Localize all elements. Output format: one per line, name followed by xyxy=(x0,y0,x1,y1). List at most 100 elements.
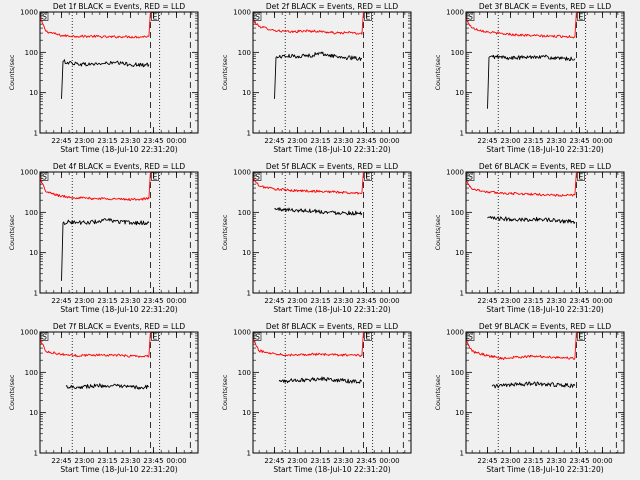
x-tick-label: 23:30 xyxy=(546,137,566,145)
x-tick-label: 23:00 xyxy=(287,297,307,305)
detector-panel: Det 4f BLACK = Events, RED = LLD 1 10 100 10… xyxy=(8,162,199,314)
start-marker: S xyxy=(468,173,473,182)
start-marker-box xyxy=(40,332,49,341)
y-tick-label: 1000 xyxy=(20,169,38,177)
y-tick-label: 10 xyxy=(242,409,251,417)
x-tick-label: 23:45 xyxy=(143,457,163,465)
y-tick-label: 1 xyxy=(460,130,464,138)
x-tick-label: 22:45 xyxy=(51,297,71,305)
end-marker-box xyxy=(577,12,585,21)
end-marker-box xyxy=(364,332,372,341)
x-axis-label: Start Time (18-Jul-10 22:31:20) xyxy=(273,465,390,474)
x-tick-label: 23:30 xyxy=(333,137,353,145)
y-tick-label: 1000 xyxy=(446,9,464,17)
panel-title: Det 8f BLACK = Events, RED = LLD xyxy=(266,322,399,331)
plot-frame xyxy=(465,171,625,294)
x-tick-label: 00:00 xyxy=(379,297,399,305)
x-tick-label: 23:45 xyxy=(356,137,376,145)
y-axis-label: Counts/sec xyxy=(434,54,442,90)
plot-frame xyxy=(39,331,199,454)
x-tick-label: 23:45 xyxy=(569,297,589,305)
detector-panel: Det 8f BLACK = Events, RED = LLD 1 10 100 10… xyxy=(221,322,412,474)
y-tick-label: 100 xyxy=(238,369,251,377)
y-axis-label: Counts/sec xyxy=(434,374,442,410)
y-axis-label: Counts/sec xyxy=(221,214,229,250)
y-tick-label: 100 xyxy=(238,49,251,57)
plot-frame xyxy=(252,11,412,134)
y-tick-label: 1000 xyxy=(20,9,38,17)
start-marker-box xyxy=(40,12,49,21)
end-marker: E xyxy=(153,173,158,182)
x-tick-label: 23:00 xyxy=(74,297,94,305)
x-tick-label: 23:15 xyxy=(523,137,543,145)
y-tick-label: 10 xyxy=(29,409,38,417)
y-tick-label: 1 xyxy=(34,130,38,138)
x-axis-label: Start Time (18-Jul-10 22:31:20) xyxy=(486,305,603,314)
panel-title: Det 9f BLACK = Events, RED = LLD xyxy=(479,322,612,331)
end-marker: E xyxy=(366,13,371,22)
y-tick-label: 100 xyxy=(25,209,38,217)
start-marker: S xyxy=(42,333,47,342)
end-marker-box xyxy=(151,12,159,21)
detector-panel: Det 6f BLACK = Events, RED = LLD 1 10 100 10… xyxy=(434,162,625,314)
detector-panel: Det 9f BLACK = Events, RED = LLD 1 10 100 10… xyxy=(434,322,625,474)
y-tick-label: 1 xyxy=(460,290,464,298)
end-marker: E xyxy=(579,173,584,182)
y-axis-label: Counts/sec xyxy=(8,214,16,250)
x-tick-label: 00:00 xyxy=(166,137,186,145)
detector-panel: Det 5f BLACK = Events, RED = LLD 1 10 100 10… xyxy=(221,162,412,314)
y-tick-label: 1 xyxy=(247,450,251,458)
y-tick-label: 100 xyxy=(451,49,464,57)
x-tick-label: 00:00 xyxy=(379,457,399,465)
x-tick-label: 23:30 xyxy=(546,297,566,305)
y-axis-label: Counts/sec xyxy=(221,54,229,90)
lld-series-line xyxy=(252,11,364,35)
x-tick-label: 00:00 xyxy=(166,297,186,305)
x-tick-label: 00:00 xyxy=(592,457,612,465)
x-tick-label: 00:00 xyxy=(379,137,399,145)
start-marker-box xyxy=(253,12,262,21)
y-tick-label: 10 xyxy=(455,249,464,257)
x-tick-label: 23:45 xyxy=(356,297,376,305)
x-tick-label: 00:00 xyxy=(166,457,186,465)
x-tick-label: 00:00 xyxy=(592,137,612,145)
y-tick-label: 100 xyxy=(25,369,38,377)
plot-frame xyxy=(465,331,625,454)
y-tick-label: 1 xyxy=(247,290,251,298)
y-tick-label: 1000 xyxy=(233,9,251,17)
start-marker-box xyxy=(466,332,475,341)
y-tick-label: 100 xyxy=(238,209,251,217)
y-tick-label: 1 xyxy=(247,130,251,138)
x-axis-label: Start Time (18-Jul-10 22:31:20) xyxy=(60,305,177,314)
panel-title: Det 1f BLACK = Events, RED = LLD xyxy=(53,2,186,11)
x-tick-label: 22:45 xyxy=(477,297,497,305)
x-tick-label: 23:30 xyxy=(120,137,140,145)
x-tick-label: 23:00 xyxy=(74,457,94,465)
events-series-line xyxy=(274,207,363,216)
x-tick-label: 22:45 xyxy=(477,137,497,145)
y-tick-label: 10 xyxy=(242,89,251,97)
x-tick-label: 23:15 xyxy=(310,457,330,465)
y-tick-label: 1 xyxy=(34,290,38,298)
end-marker: E xyxy=(579,13,584,22)
panel-title: Det 3f BLACK = Events, RED = LLD xyxy=(479,2,612,11)
x-tick-label: 23:30 xyxy=(546,457,566,465)
end-marker-box xyxy=(577,172,585,181)
lld-series-line xyxy=(465,171,577,197)
x-tick-label: 00:00 xyxy=(592,297,612,305)
x-tick-label: 22:45 xyxy=(264,457,284,465)
detector-panel: Det 3f BLACK = Events, RED = LLD 1 10 100 10… xyxy=(434,2,625,154)
x-tick-label: 23:15 xyxy=(97,457,117,465)
start-marker-box xyxy=(253,172,262,181)
x-tick-label: 23:15 xyxy=(310,137,330,145)
panel-title: Det 6f BLACK = Events, RED = LLD xyxy=(479,162,612,171)
start-marker: S xyxy=(468,13,473,22)
y-tick-label: 10 xyxy=(242,249,251,257)
x-tick-label: 22:45 xyxy=(264,297,284,305)
events-series-line xyxy=(274,51,363,99)
events-series-line xyxy=(61,218,150,281)
x-tick-label: 23:45 xyxy=(143,137,163,145)
events-series-line xyxy=(487,54,576,109)
x-tick-label: 23:45 xyxy=(569,457,589,465)
